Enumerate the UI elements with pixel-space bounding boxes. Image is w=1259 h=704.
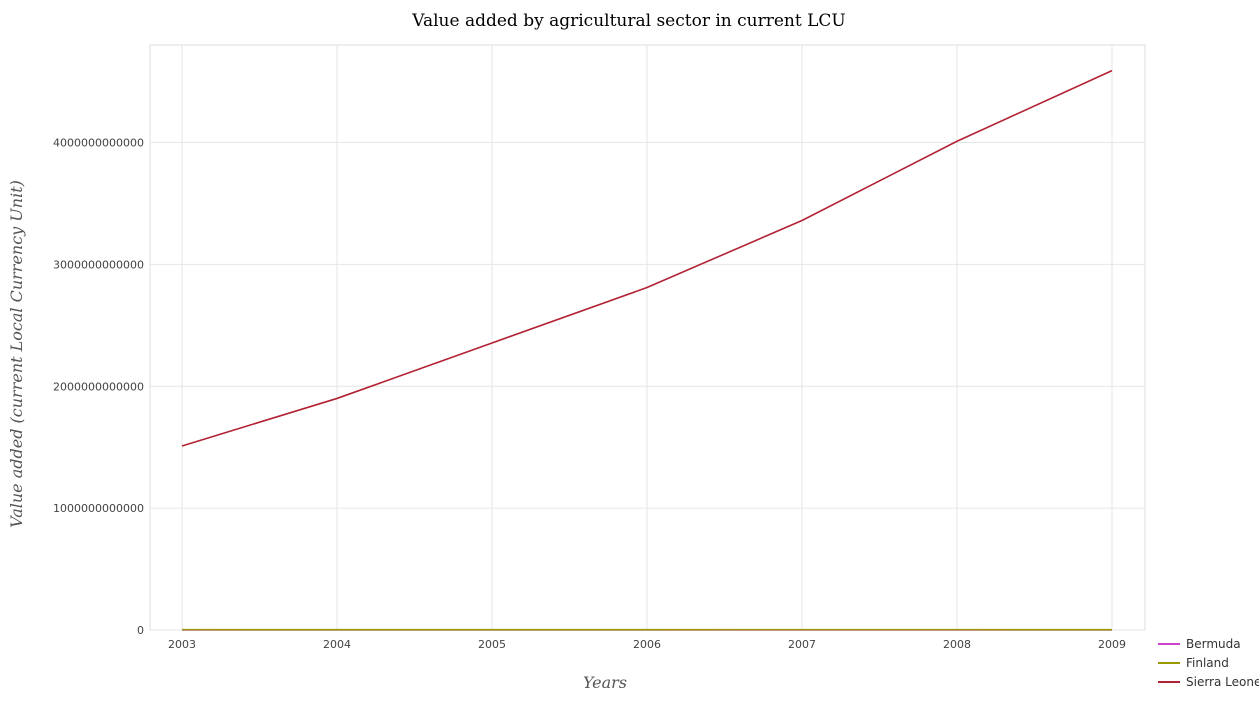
x-tick-label: 2005 [478, 638, 506, 651]
y-tick-label: 1000000000000 [53, 502, 144, 515]
legend: Bermuda Finland Sierra Leone [1158, 637, 1259, 689]
x-tick-label: 2009 [1098, 638, 1126, 651]
x-tick-label: 2007 [788, 638, 816, 651]
legend-label: Sierra Leone [1186, 675, 1259, 689]
x-tick-label: 2008 [943, 638, 971, 651]
y-tick-label: 0 [137, 624, 144, 637]
legend-label: Finland [1186, 656, 1229, 670]
y-tick-label: 2000000000000 [53, 380, 144, 393]
x-tick-label: 2004 [323, 638, 351, 651]
chart-title: Value added by agricultural sector in cu… [411, 11, 846, 31]
x-tick-labels: 2003 2004 2005 2006 2007 2008 2009 [168, 638, 1126, 651]
y-axis-label: Value added (current Local Currency Unit… [7, 180, 26, 528]
legend-label: Bermuda [1186, 637, 1241, 651]
x-tick-label: 2006 [633, 638, 661, 651]
x-axis-label: Years [583, 673, 627, 692]
y-tick-label: 3000000000000 [53, 258, 144, 271]
y-tick-labels: 0 1000000000000 2000000000000 3000000000000… [53, 137, 144, 638]
y-tick-label: 4000000000000 [53, 137, 144, 150]
x-tick-label: 2003 [168, 638, 196, 651]
